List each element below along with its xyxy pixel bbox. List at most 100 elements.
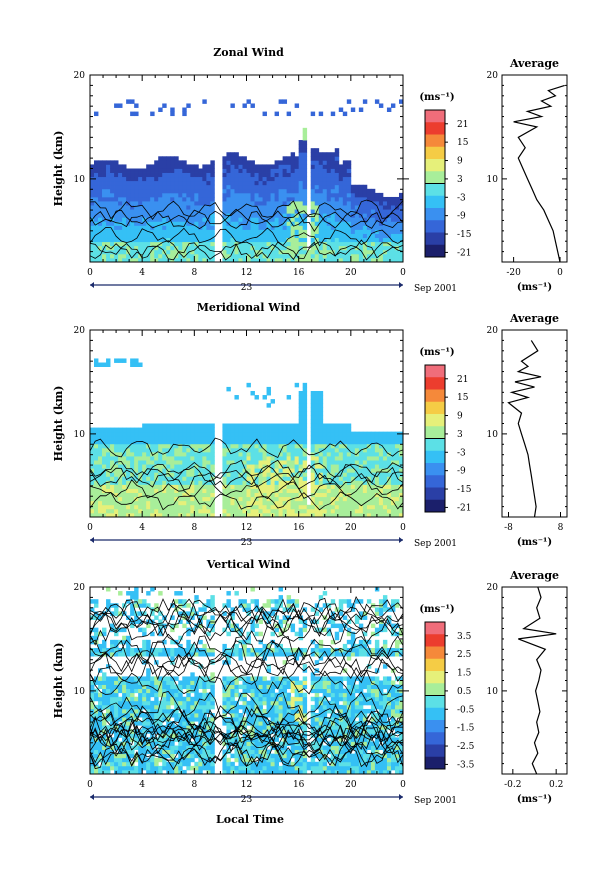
heatmap-cell xyxy=(374,221,380,226)
heatmap-cell xyxy=(234,221,239,226)
heatmap-cell xyxy=(190,427,195,433)
heatmap-cell xyxy=(370,480,376,485)
heatmap-cell xyxy=(230,253,235,259)
heatmap-cell xyxy=(186,472,191,477)
heatmap-cell xyxy=(250,103,255,108)
heatmap-cell xyxy=(242,172,247,178)
heatmap-cell xyxy=(322,225,328,230)
heatmap-cell xyxy=(282,451,288,457)
heatmap-cell xyxy=(102,435,107,441)
heatmap-cell xyxy=(266,492,271,498)
heatmap-cell xyxy=(306,512,312,518)
heatmap-cell xyxy=(102,639,107,645)
heatmap-cell xyxy=(190,217,195,222)
heatmap-cell xyxy=(166,180,171,186)
heatmap-cell xyxy=(370,431,376,437)
heatmap-cell xyxy=(142,627,147,633)
heatmap-cell xyxy=(134,737,139,742)
heatmap-cell xyxy=(338,427,344,433)
heatmap-cell xyxy=(146,480,151,485)
heatmap-cell xyxy=(178,680,183,685)
heatmap-cell xyxy=(182,257,187,263)
heatmap-cell xyxy=(146,692,151,698)
heatmap-cell xyxy=(110,761,115,767)
heatmap-cell xyxy=(302,184,308,190)
heatmap-cell xyxy=(94,176,99,182)
heatmap-cell xyxy=(178,643,183,649)
heatmap-cell xyxy=(190,180,195,186)
heatmap-cell xyxy=(142,500,147,506)
heatmap-cell xyxy=(106,725,111,730)
heatmap-cell xyxy=(294,382,300,388)
heatmap-cell xyxy=(234,168,239,173)
heatmap-cell xyxy=(386,245,392,251)
heatmap-cell xyxy=(190,488,195,494)
heatmap-cell xyxy=(318,419,324,424)
heatmap-cell xyxy=(122,696,127,702)
heatmap-cell xyxy=(238,196,243,202)
heatmap-cell xyxy=(370,192,376,198)
heatmap-cell xyxy=(358,492,364,498)
heatmap-cell xyxy=(102,733,107,738)
heatmap-cell xyxy=(310,480,316,485)
heatmap-cell xyxy=(186,717,191,722)
heatmap-cell xyxy=(298,447,304,453)
heatmap-cell xyxy=(366,447,372,453)
heatmap-cell xyxy=(210,745,215,751)
heatmap-cell xyxy=(210,431,215,437)
heatmap-cell xyxy=(134,362,139,367)
heatmap-cell xyxy=(362,476,368,481)
heatmap-cell xyxy=(154,201,159,206)
heatmap-cell xyxy=(378,229,384,234)
heatmap-cell xyxy=(146,700,151,706)
heatmap-cell xyxy=(226,647,231,653)
heatmap-cell xyxy=(126,599,131,604)
heatmap-cell xyxy=(326,492,332,498)
heatmap-cell xyxy=(278,427,284,433)
heatmap-cell xyxy=(98,168,103,173)
heatmap-cell xyxy=(190,164,195,169)
heatmap-cell xyxy=(90,492,95,498)
heatmap-cell xyxy=(310,411,316,416)
heatmap-cell xyxy=(294,451,300,457)
heatmap-cell xyxy=(302,403,308,408)
profile-unit: (ms⁻¹) xyxy=(517,537,552,548)
heatmap-cell xyxy=(194,680,199,685)
heatmap-cell xyxy=(94,447,99,453)
heatmap-cell xyxy=(118,753,123,759)
heatmap-cell xyxy=(178,184,183,190)
heatmap-cell xyxy=(186,245,191,251)
heatmap-cell xyxy=(122,358,127,363)
heatmap-cell xyxy=(94,184,99,190)
heatmap-cell xyxy=(150,700,155,706)
heatmap-cell xyxy=(206,164,211,169)
heatmap-cell xyxy=(142,205,147,210)
heatmap-cell xyxy=(170,488,175,494)
heatmap-cell xyxy=(122,765,127,771)
heatmap-cell xyxy=(134,427,139,433)
heatmap-cell xyxy=(334,472,340,477)
heatmap-cell xyxy=(302,407,308,412)
heatmap-cell xyxy=(170,249,175,255)
heatmap-cell xyxy=(130,745,135,751)
heatmap-cell xyxy=(118,443,123,449)
heatmap-cell xyxy=(110,484,115,489)
heatmap-cell xyxy=(102,229,107,234)
heatmap-cell xyxy=(210,225,215,230)
heatmap-cell xyxy=(230,225,235,230)
heatmap-cell xyxy=(206,761,211,767)
heatmap-cell xyxy=(182,484,187,489)
heatmap-cell xyxy=(282,500,288,506)
heatmap-cell xyxy=(382,443,388,449)
heatmap-cell xyxy=(146,688,151,694)
heatmap-cell xyxy=(230,152,235,157)
heatmap-cell xyxy=(326,472,332,477)
heatmap-cell xyxy=(206,737,211,742)
heatmap-cell xyxy=(234,152,239,157)
heatmap-cell xyxy=(242,488,247,494)
heatmap-cell xyxy=(278,464,284,469)
heatmap-cell xyxy=(106,164,111,169)
heatmap-cell xyxy=(118,464,123,469)
heatmap-cell xyxy=(238,488,243,494)
heatmap-cell xyxy=(250,233,255,239)
